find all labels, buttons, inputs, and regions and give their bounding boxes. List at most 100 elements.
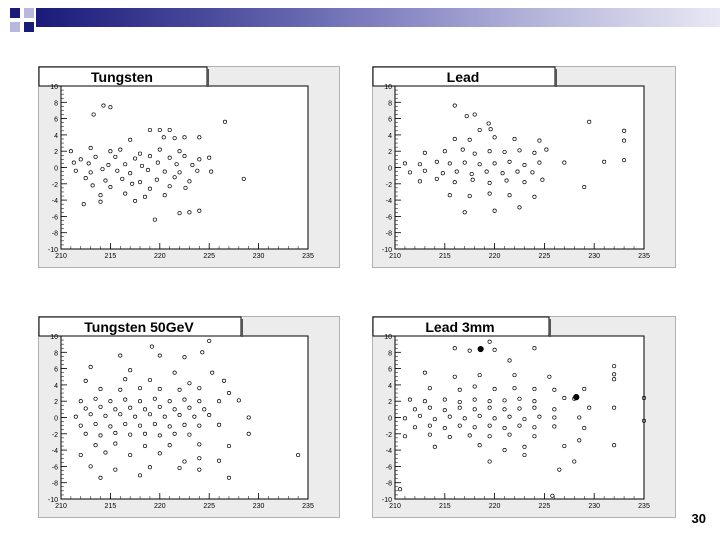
data-point — [78, 452, 83, 458]
data-point — [128, 137, 133, 142]
data-point — [452, 180, 457, 185]
y-tick-label: -8 — [386, 481, 392, 488]
data-point — [502, 407, 507, 412]
data-point — [221, 378, 227, 383]
data-point — [226, 475, 232, 480]
scatter-plot-2: Lead -10 -8 -6 -4 -2 0 2 4 6 8 10 210 215 220 225 230 235 — [372, 66, 676, 268]
data-point — [73, 168, 78, 173]
data-point — [172, 136, 177, 141]
data-point — [137, 180, 143, 185]
data-point — [612, 364, 617, 369]
data-point — [83, 406, 88, 411]
data-point — [442, 397, 447, 402]
data-point — [130, 181, 135, 186]
data-point-filled — [573, 394, 580, 401]
data-point — [103, 413, 108, 418]
data-point — [612, 377, 617, 382]
data-point — [477, 127, 482, 133]
data-point — [572, 459, 577, 464]
data-point — [492, 347, 497, 352]
data-point — [157, 353, 162, 358]
y-tick-label: 8 — [388, 350, 392, 357]
data-point — [172, 407, 177, 412]
data-point — [68, 149, 73, 154]
data-point — [467, 348, 472, 353]
data-point — [562, 160, 567, 165]
y-tick-label: 10 — [384, 334, 392, 341]
data-point — [457, 405, 462, 410]
y-tick-label: 6 — [388, 117, 392, 124]
data-point — [118, 387, 123, 392]
data-point — [492, 416, 497, 421]
data-point — [182, 422, 187, 427]
data-point — [142, 443, 148, 449]
data-point — [641, 418, 647, 423]
data-point — [177, 387, 182, 392]
data-point — [98, 386, 103, 392]
data-point — [507, 159, 512, 164]
data-point — [442, 149, 447, 154]
data-point — [154, 177, 159, 182]
data-point — [487, 339, 492, 344]
data-point — [98, 433, 103, 438]
data-point — [123, 162, 128, 167]
data-point — [462, 416, 467, 421]
plot-frame — [60, 335, 309, 500]
data-point — [492, 386, 497, 392]
data-point — [552, 387, 557, 392]
data-point — [507, 193, 512, 198]
data-point — [515, 169, 520, 174]
data-point — [582, 185, 587, 190]
data-point — [152, 396, 157, 401]
plot-frame — [394, 335, 645, 500]
y-tick-label: -4 — [52, 448, 58, 455]
data-point — [452, 374, 457, 379]
data-point — [108, 399, 113, 404]
data-point — [502, 426, 507, 431]
data-point — [537, 414, 542, 419]
data-point — [402, 434, 408, 439]
data-point — [197, 467, 202, 472]
data-point — [477, 373, 482, 378]
data-point — [142, 431, 148, 436]
plot-panel-2: Lead -10 -8 -6 -4 -2 0 2 4 6 8 10 210 215 220 225 230 235 — [372, 66, 676, 268]
data-point — [157, 404, 162, 409]
data-point — [207, 338, 212, 343]
data-point — [537, 160, 542, 165]
data-point — [167, 399, 172, 404]
data-point — [177, 211, 182, 216]
y-tick-label: -2 — [386, 432, 392, 439]
data-point — [128, 432, 133, 437]
y-tick-label: -2 — [386, 182, 392, 189]
corner-square-4 — [24, 22, 34, 32]
chart-title: Tungsten — [91, 69, 153, 85]
corner-square-2 — [24, 8, 34, 18]
data-point — [118, 353, 123, 358]
data-point — [452, 136, 457, 142]
data-point — [412, 407, 417, 412]
y-tick-label: 0 — [54, 416, 58, 423]
data-point — [209, 169, 214, 174]
y-tick-label: 6 — [388, 367, 392, 374]
data-point — [472, 397, 477, 402]
data-point — [540, 177, 545, 182]
data-point — [187, 432, 192, 437]
data-point — [472, 407, 477, 412]
y-tick-label: -6 — [386, 464, 392, 471]
data-point — [71, 160, 76, 165]
page-number: 30 — [691, 511, 706, 526]
data-point — [246, 431, 251, 436]
data-point — [123, 377, 128, 382]
data-point — [167, 155, 172, 160]
x-tick-label: 220 — [154, 503, 166, 510]
data-point — [86, 161, 91, 166]
y-tick-label: 2 — [54, 149, 58, 156]
data-point — [88, 412, 93, 417]
data-point — [197, 208, 202, 213]
plot-frame — [60, 85, 309, 250]
data-point — [487, 434, 492, 439]
data-point — [477, 443, 482, 448]
data-point — [182, 135, 187, 140]
data-point — [517, 205, 522, 210]
x-tick-label: 235 — [638, 253, 650, 260]
